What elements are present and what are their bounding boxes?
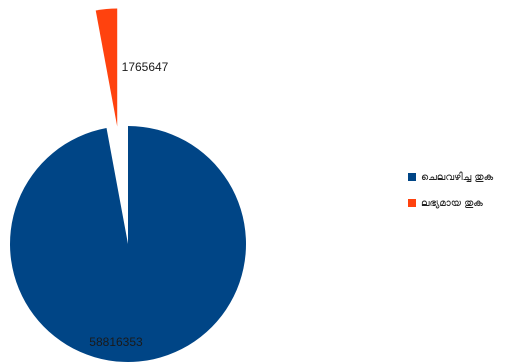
- legend-label: ലഭ്യമായ തുക: [421, 197, 483, 209]
- pie-data-label: 58816353: [89, 335, 143, 349]
- pie-slices: [10, 8, 246, 363]
- pie-slice: [95, 8, 118, 127]
- pie-data-labels: 58816353 1765647: [89, 60, 168, 349]
- legend-item: ചെലവഴിച്ച തുക: [408, 170, 493, 184]
- legend-label: ചെലവഴിച്ച തുക: [421, 171, 494, 183]
- legend-swatch: [408, 199, 416, 207]
- legend: ചെലവഴിച്ച തുക ലഭ്യമായ തുക: [408, 170, 493, 222]
- pie-data-label: 1765647: [122, 60, 169, 74]
- pie-slice: [10, 126, 246, 363]
- legend-swatch: [408, 173, 416, 181]
- legend-item: ലഭ്യമായ തുക: [408, 196, 493, 210]
